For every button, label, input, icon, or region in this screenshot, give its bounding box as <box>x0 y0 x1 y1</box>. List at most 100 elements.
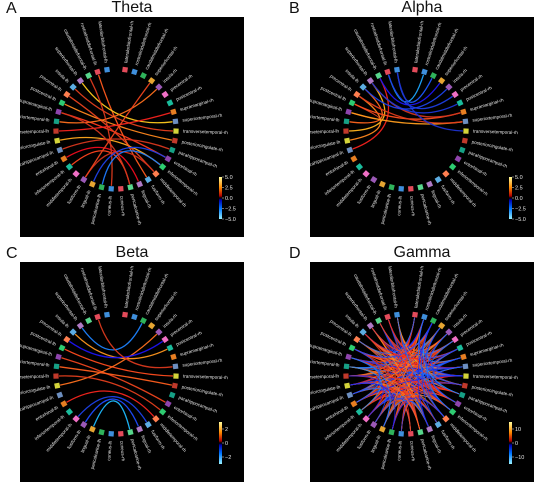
node-marker <box>98 184 105 191</box>
node-marker <box>388 429 395 436</box>
connection-edge <box>396 72 464 132</box>
node-marker <box>451 90 459 99</box>
node-label: superiortemporal-lh <box>20 358 50 368</box>
node-marker <box>344 137 351 144</box>
node-marker <box>139 317 147 325</box>
node-marker <box>152 415 160 423</box>
node-marker <box>346 391 354 399</box>
panel-letter: C <box>6 245 18 262</box>
connection-edge <box>432 348 462 386</box>
node-marker <box>434 176 442 184</box>
node-marker <box>69 83 77 91</box>
node-marker <box>54 382 61 389</box>
node-marker <box>122 311 128 318</box>
connection-edge <box>66 390 155 418</box>
node-marker <box>58 99 66 107</box>
node-marker <box>56 146 64 154</box>
node-marker <box>147 77 156 85</box>
node-marker <box>72 170 80 178</box>
node-marker <box>366 77 375 85</box>
node-marker <box>85 317 93 325</box>
connection-edge <box>417 323 433 427</box>
node-label: superiortemporal-lh <box>310 113 340 123</box>
node-label: lingual-lh <box>80 434 92 453</box>
connection-edge <box>97 74 148 178</box>
node-marker <box>94 313 101 321</box>
node-marker <box>394 311 400 318</box>
node-label: fusiform-lh <box>66 429 82 450</box>
node-marker <box>461 137 468 144</box>
connection-edge <box>400 400 429 431</box>
node-marker <box>346 146 354 154</box>
node-marker <box>168 146 176 154</box>
node-marker <box>462 363 469 370</box>
node-marker <box>108 185 115 192</box>
node-label: pericalcarine-lh <box>380 193 392 225</box>
node-marker <box>65 408 74 416</box>
node-marker <box>417 429 424 436</box>
node-marker <box>108 430 115 437</box>
node-marker <box>350 400 358 408</box>
node-label: pericalcarine-rh <box>130 193 143 225</box>
connection-edge <box>62 138 170 150</box>
node-marker <box>375 317 383 325</box>
node-marker <box>53 128 59 134</box>
node-label: supramarginal-rh <box>469 342 504 357</box>
colorbar-tick-label: −5.0 <box>515 217 526 223</box>
node-marker <box>366 322 375 330</box>
colorbar-tick-label: −10 <box>515 455 524 461</box>
node-label: cuneus-lh <box>106 195 113 216</box>
node-label: insula-lh <box>344 313 360 329</box>
connection-edge <box>59 366 173 386</box>
node-marker <box>56 391 64 399</box>
node-marker <box>407 185 414 192</box>
node-label: postcentral-lh <box>30 330 57 347</box>
node-label: cuneus-lh <box>396 440 403 461</box>
node-marker <box>127 429 134 436</box>
node-marker <box>362 415 370 423</box>
panel-title: Theta <box>111 0 153 16</box>
node-marker <box>343 128 349 134</box>
connection-edge <box>77 396 148 423</box>
node-marker <box>345 108 352 116</box>
node-label: lateralorbitofrontal-lh <box>97 21 108 64</box>
node-marker <box>448 408 457 416</box>
node-label: fusiform-rh <box>440 429 456 451</box>
node-marker <box>343 363 350 370</box>
node-marker <box>173 128 179 134</box>
node-label: posteriorcingulate-rh <box>471 384 513 397</box>
node-label: pericalcarine-rh <box>420 438 433 470</box>
node-label: cuneus-rh <box>409 196 416 217</box>
node-label: lateralorbitofrontal-rh <box>413 20 424 63</box>
node-marker <box>359 83 367 91</box>
node-marker <box>348 344 356 352</box>
node-label: superiortemporal-rh <box>182 113 223 123</box>
node-label: lingual-lh <box>370 189 382 208</box>
node-label: postcentral-rh <box>175 330 203 347</box>
node-marker <box>53 363 60 370</box>
connection-edge <box>351 357 391 427</box>
colorbar-tick-label: 2.5 <box>515 186 523 192</box>
connection-edge <box>391 397 445 430</box>
node-marker <box>80 421 88 429</box>
node-label: posteriorcingulate-lh <box>310 139 341 152</box>
node-marker <box>117 430 124 437</box>
node-marker <box>460 108 467 116</box>
node-marker <box>394 66 400 73</box>
node-label: transversetemporal-rh <box>183 374 229 381</box>
node-marker <box>161 90 169 99</box>
node-marker <box>460 353 467 361</box>
panel-letter: A <box>6 0 17 17</box>
node-marker <box>407 430 414 437</box>
connection-edge <box>58 375 161 411</box>
node-label: lingual-rh <box>430 435 442 455</box>
panel-title: Alpha <box>401 0 443 16</box>
node-label: lateralorbitofrontal-lh <box>387 21 398 64</box>
node-label: insula-rh <box>162 313 178 329</box>
node-marker <box>378 425 386 433</box>
connection-edge <box>349 95 381 141</box>
node-label: postcentral-lh <box>320 330 347 347</box>
node-marker <box>456 344 464 352</box>
node-marker <box>144 421 152 429</box>
node-marker <box>442 415 450 423</box>
